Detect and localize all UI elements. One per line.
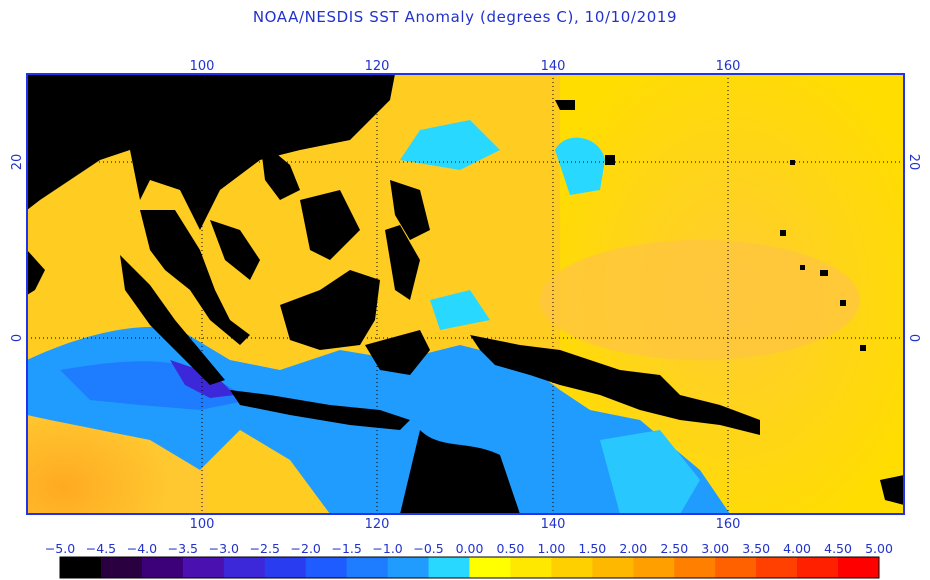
colorbar-tick-label: 2.50 <box>660 541 688 556</box>
colorbar-swatch <box>264 557 307 578</box>
colorbar-tick-label: 4.50 <box>824 541 852 556</box>
lon-label-top-100: 100 <box>190 59 215 74</box>
map-title: NOAA/NESDIS SST Anomaly (degrees C), 10/… <box>252 8 678 26</box>
colorbar-swatch <box>674 557 716 578</box>
colorbar-swatch <box>223 557 266 578</box>
sst-field <box>27 74 904 514</box>
colorbar-swatch <box>797 557 839 578</box>
colorbar-tick-label: 5.00 <box>865 541 893 556</box>
colorbar-swatch <box>592 557 634 578</box>
colorbar-swatch <box>510 557 552 578</box>
colorbar-tick-label: 3.50 <box>742 541 770 556</box>
colorbar-frame <box>59 556 880 579</box>
lon-label-top-140: 140 <box>541 59 566 74</box>
colorbar-tick-label: −1.5 <box>331 541 361 556</box>
colorbar-tick-label: 4.00 <box>783 541 811 556</box>
map-frame <box>26 73 905 515</box>
colorbar-tick-label: −0.5 <box>413 541 443 556</box>
colorbar-swatch <box>756 557 798 578</box>
lon-label-bottom-100: 100 <box>190 517 215 532</box>
colorbar-tick-label: −2.5 <box>250 541 280 556</box>
lon-label-bottom-160: 160 <box>716 517 741 532</box>
colorbar-tick-label: −3.0 <box>209 541 239 556</box>
colorbar-swatch <box>305 557 348 578</box>
colorbar-tick-label: −2.0 <box>291 541 321 556</box>
colorbar-tick-label: 1.00 <box>537 541 565 556</box>
colorbar-swatch <box>182 557 225 578</box>
colorbar-tick-label: −4.0 <box>127 541 157 556</box>
colorbar-swatch <box>60 557 102 578</box>
graticule <box>27 74 904 514</box>
colorbar-swatch <box>141 557 184 578</box>
colorbar-swatch <box>715 557 757 578</box>
lat-label-left-0: 0 <box>10 334 25 342</box>
colorbar-swatch <box>428 557 470 578</box>
lat-label-left-20: 20 <box>10 154 25 171</box>
colorbar-swatch <box>346 557 389 578</box>
colorbar-swatch <box>551 557 593 578</box>
colorbar-swatch <box>469 557 511 578</box>
colorbar-tick-label: 3.00 <box>701 541 729 556</box>
colorbar-tick-label: 2.00 <box>619 541 647 556</box>
land-masses <box>27 74 904 514</box>
colorbar-tick-label: 1.50 <box>578 541 606 556</box>
lon-label-top-120: 120 <box>365 59 390 74</box>
colorbar-tick-label: −3.5 <box>168 541 198 556</box>
lon-label-bottom-120: 120 <box>365 517 390 532</box>
colorbar-tick-label: −4.5 <box>86 541 116 556</box>
colorbar-tick-label: −1.0 <box>372 541 402 556</box>
colorbar-swatch <box>633 557 675 578</box>
lat-label-right-20: 20 <box>906 154 921 171</box>
colorbar-swatch <box>100 557 143 578</box>
colorbar-tick-label: −5.0 <box>45 541 75 556</box>
colorbar: −5.0 −4.5 −4.0 −3.5 −3.0 −2.5 −2.0 −1.5 −1.0 −0.5… <box>45 541 893 579</box>
colorbar-swatch <box>387 557 430 578</box>
colorbar-tick-label: 0.00 <box>456 541 484 556</box>
colorbar-swatch <box>838 557 880 578</box>
colorbar-tick-label: 0.50 <box>497 541 525 556</box>
lon-label-top-160: 160 <box>716 59 741 74</box>
lon-label-bottom-140: 140 <box>541 517 566 532</box>
lat-label-right-0: 0 <box>906 334 921 342</box>
